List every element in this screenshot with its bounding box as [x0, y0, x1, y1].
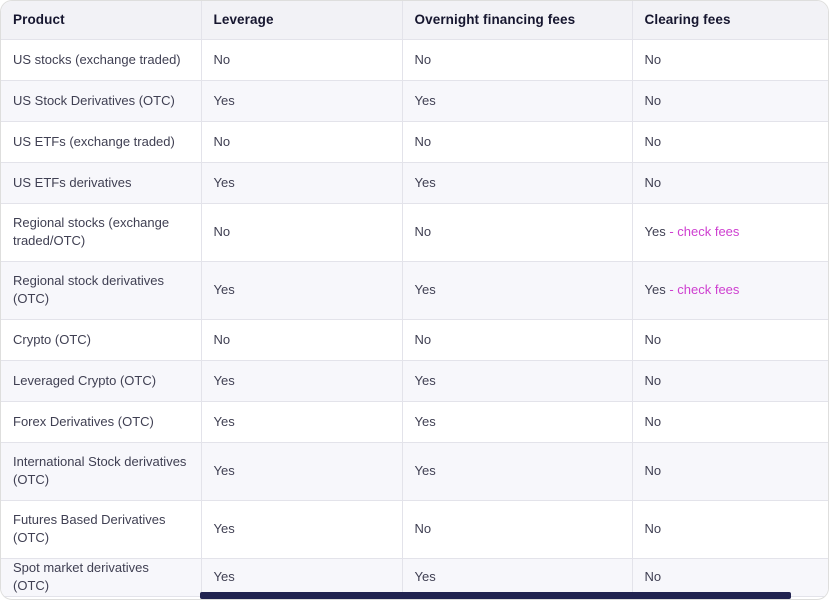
cell-overnight: Yes	[402, 261, 633, 320]
table-row: International Stock derivatives (OTC) Ye…	[1, 442, 828, 501]
cell-overnight: Yes	[402, 558, 633, 597]
table-row: US ETFs (exchange traded) No No No	[1, 121, 828, 163]
cell-clearing: No	[632, 360, 828, 402]
cell-leverage: Yes	[201, 442, 403, 501]
cell-overnight: No	[402, 203, 633, 262]
cell-leverage: No	[201, 203, 403, 262]
cell-leverage: Yes	[201, 261, 403, 320]
cell-product: Regional stocks (exchange traded/OTC)	[1, 203, 202, 262]
cell-product: US Stock Derivatives (OTC)	[1, 80, 202, 122]
header-product: Product	[1, 1, 202, 40]
table-row: Spot market derivatives (OTC) Yes Yes No	[1, 558, 828, 597]
header-overnight: Overnight financing fees	[402, 1, 633, 40]
cell-clearing: No	[632, 558, 828, 597]
cell-leverage: Yes	[201, 401, 403, 443]
check-fees-link[interactable]: - check fees	[669, 282, 740, 298]
table-row: Futures Based Derivatives (OTC) Yes No N…	[1, 500, 828, 559]
cell-clearing: No	[632, 80, 828, 122]
table-row: US stocks (exchange traded) No No No	[1, 39, 828, 81]
cell-clearing: No	[632, 39, 828, 81]
cell-overnight: No	[402, 121, 633, 163]
clearing-text: Yes	[644, 224, 670, 240]
cell-leverage: Yes	[201, 80, 403, 122]
cell-clearing: No	[632, 442, 828, 501]
cell-overnight: No	[402, 500, 633, 559]
cell-clearing: Yes - check fees	[632, 261, 828, 320]
cell-overnight: Yes	[402, 442, 633, 501]
cell-clearing: Yes - check fees	[632, 203, 828, 262]
cell-leverage: Yes	[201, 500, 403, 559]
table-header: Product Leverage Overnight financing fee…	[1, 1, 828, 40]
check-fees-link[interactable]: - check fees	[669, 224, 740, 240]
table-row: Crypto (OTC) No No No	[1, 319, 828, 361]
table-row: Leveraged Crypto (OTC) Yes Yes No	[1, 360, 828, 402]
cell-leverage: Yes	[201, 162, 403, 204]
cell-clearing: No	[632, 500, 828, 559]
cell-clearing: No	[632, 401, 828, 443]
cell-clearing: No	[632, 162, 828, 204]
cell-leverage: No	[201, 39, 403, 81]
table-row: US ETFs derivatives Yes Yes No	[1, 162, 828, 204]
cell-product: Crypto (OTC)	[1, 319, 202, 361]
cell-product: US stocks (exchange traded)	[1, 39, 202, 81]
cell-leverage: No	[201, 121, 403, 163]
table-row: Regional stock derivatives (OTC) Yes Yes…	[1, 261, 828, 320]
cell-leverage: Yes	[201, 558, 403, 597]
cell-product: US ETFs (exchange traded)	[1, 121, 202, 163]
cell-product: US ETFs derivatives	[1, 162, 202, 204]
cell-overnight: No	[402, 319, 633, 361]
header-leverage: Leverage	[201, 1, 403, 40]
cell-product: International Stock derivatives (OTC)	[1, 442, 202, 501]
cell-overnight: No	[402, 39, 633, 81]
table-row: Regional stocks (exchange traded/OTC) No…	[1, 203, 828, 262]
cell-product: Spot market derivatives (OTC)	[1, 558, 202, 597]
cell-product: Leveraged Crypto (OTC)	[1, 360, 202, 402]
header-row: Product Leverage Overnight financing fee…	[1, 1, 828, 40]
cell-overnight: Yes	[402, 80, 633, 122]
cell-overnight: Yes	[402, 401, 633, 443]
clearing-text: Yes	[644, 282, 670, 298]
cell-product: Futures Based Derivatives (OTC)	[1, 500, 202, 559]
cell-overnight: Yes	[402, 360, 633, 402]
table-row: US Stock Derivatives (OTC) Yes Yes No	[1, 80, 828, 122]
cell-leverage: No	[201, 319, 403, 361]
cell-leverage: Yes	[201, 360, 403, 402]
table-row: Forex Derivatives (OTC) Yes Yes No	[1, 401, 828, 443]
cell-clearing: No	[632, 121, 828, 163]
cell-product: Forex Derivatives (OTC)	[1, 401, 202, 443]
cell-overnight: Yes	[402, 162, 633, 204]
header-clearing: Clearing fees	[632, 1, 828, 40]
cell-product: Regional stock derivatives (OTC)	[1, 261, 202, 320]
horizontal-scrollbar-thumb[interactable]	[200, 592, 791, 599]
cell-clearing: No	[632, 319, 828, 361]
